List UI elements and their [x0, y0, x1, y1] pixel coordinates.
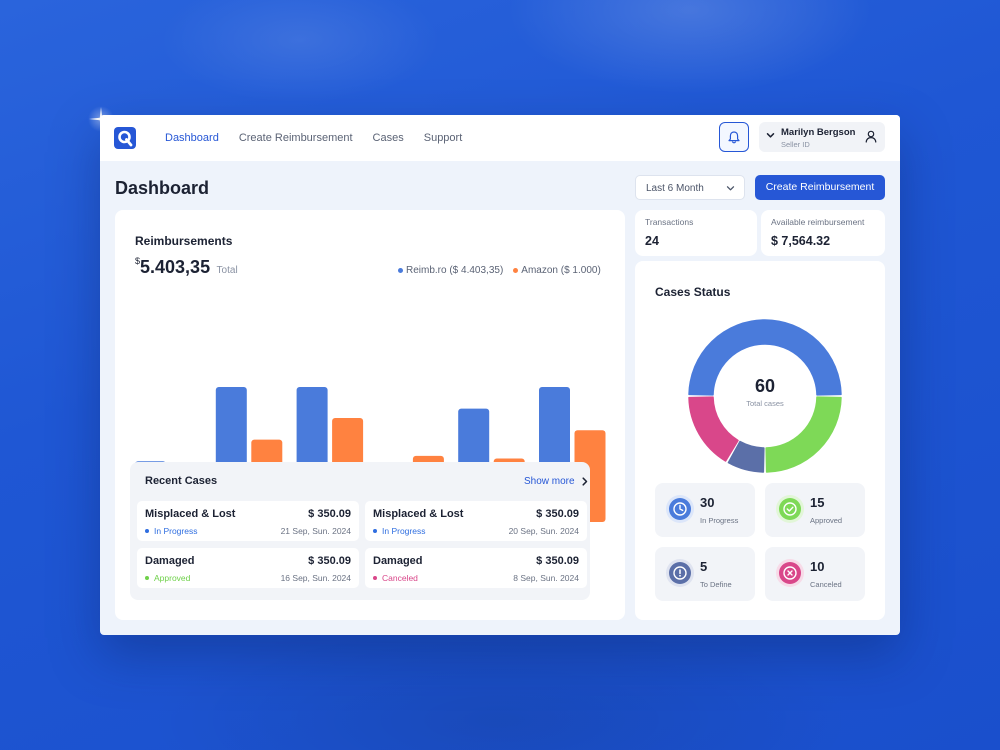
tile-label: Approved [810, 516, 843, 525]
case-name: Damaged [145, 555, 195, 567]
user-role: Seller ID [781, 140, 810, 149]
show-more-label: Show more [524, 476, 575, 487]
cancel-icon [776, 559, 804, 587]
cases-status-card: Cases Status 60 Total cases 30 In Progre… [635, 261, 885, 620]
reimbursements-title: Reimbursements [135, 234, 233, 248]
tile-label: In Progress [700, 516, 739, 525]
chevron-down-icon [726, 186, 735, 191]
case-name: Misplaced & Lost [145, 508, 236, 520]
status-tile-to-define[interactable]: 5 To Define [655, 547, 755, 601]
case-amount: $ 350.09 [536, 555, 579, 567]
total-currency: $ [135, 256, 141, 266]
bell-icon [728, 130, 740, 143]
legend-item-amazon: Amazon ($ 1.000) [513, 265, 601, 276]
available-reimbursement-card: Available reimbursement $ 7,564.32 [761, 210, 885, 256]
nav-create-reimbursement[interactable]: Create Reimbursement [238, 132, 353, 144]
nav-cases[interactable]: Cases [372, 132, 404, 144]
legend-dot [513, 268, 519, 273]
case-name: Misplaced & Lost [373, 508, 464, 520]
case-name: Damaged [373, 555, 423, 567]
cases-status-donut-chart [688, 319, 842, 473]
top-navbar: Dashboard Create Reimbursement Cases Sup… [100, 115, 900, 161]
available-reimbursement-label: Available reimbursement [771, 217, 865, 227]
recent-case-item[interactable]: Misplaced & Lost $ 350.09 In Progress 20… [365, 501, 587, 541]
tile-count: 15 [810, 495, 825, 510]
status-dot [145, 576, 149, 580]
transactions-card: Transactions 24 [635, 210, 757, 256]
chevron-down-icon [766, 133, 775, 138]
clock-icon [666, 495, 694, 523]
user-name: Marilyn Bergson [781, 127, 856, 138]
user-menu[interactable]: Marilyn Bergson Seller ID [759, 122, 885, 152]
transactions-label: Transactions [645, 217, 694, 227]
chevron-right-icon [582, 477, 587, 486]
brand-logo-icon[interactable] [114, 127, 136, 149]
show-more-link[interactable]: Show more [524, 476, 588, 487]
transactions-value: 24 [645, 234, 659, 248]
tile-count: 5 [700, 559, 708, 574]
case-status: In Progress [145, 526, 197, 536]
cases-status-title: Cases Status [655, 285, 731, 299]
case-status-label: In Progress [154, 526, 198, 536]
status-dot [145, 529, 149, 533]
case-amount: $ 350.09 [308, 508, 351, 520]
main-nav: Dashboard Create Reimbursement Cases Sup… [165, 132, 462, 144]
case-date: 21 Sep, Sun. 2024 [280, 526, 351, 536]
legend-item-reimb: Reimb.ro ($ 4.403,35) [398, 265, 503, 276]
donut-center: 60 Total cases [685, 376, 845, 408]
status-dot [373, 576, 377, 580]
donut-slice-canceled[interactable] [688, 396, 739, 462]
case-date: 8 Sep, Sun. 2024 [513, 573, 579, 583]
tile-label: Canceled [810, 580, 842, 589]
case-date: 20 Sep, Sun. 2024 [508, 526, 579, 536]
dashboard-window: Dashboard Create Reimbursement Cases Sup… [100, 115, 900, 635]
recent-cases-panel: Recent Cases Show more Misplaced & Lost … [130, 462, 590, 600]
check-icon [776, 495, 804, 523]
legend-label: Amazon ($ 1.000) [521, 265, 601, 276]
donut-slice-approved[interactable] [765, 396, 842, 473]
total-amount: 5.403,35 [140, 257, 211, 277]
page-title: Dashboard [115, 178, 210, 198]
user-icon [865, 130, 877, 143]
case-status-label: In Progress [382, 526, 426, 536]
alert-icon [666, 559, 694, 587]
create-reimbursement-button[interactable]: Create Reimbursement [755, 175, 885, 200]
total-cases-label: Total cases [746, 399, 784, 408]
total-label: Total [216, 265, 238, 276]
legend-label: Reimb.ro ($ 4.403,35) [406, 265, 504, 276]
status-tile-canceled[interactable]: 10 Canceled [765, 547, 865, 601]
recent-cases-title: Recent Cases [145, 475, 218, 487]
recent-case-item[interactable]: Damaged $ 350.09 Approved 16 Sep, Sun. 2… [137, 548, 359, 588]
legend-dot [398, 268, 403, 273]
recent-case-item[interactable]: Misplaced & Lost $ 350.09 In Progress 21… [137, 501, 359, 541]
tile-count: 30 [700, 495, 715, 510]
case-amount: $ 350.09 [536, 508, 579, 520]
case-date: 16 Sep, Sun. 2024 [280, 573, 351, 583]
chart-legend: Reimb.ro ($ 4.403,35) Amazon ($ 1.000) [398, 265, 601, 276]
status-dot [373, 529, 377, 533]
notifications-button[interactable] [719, 122, 749, 152]
case-amount: $ 350.09 [308, 555, 351, 567]
case-status: In Progress [373, 526, 425, 536]
tile-label: To Define [700, 580, 732, 589]
case-status-label: Canceled [382, 573, 418, 583]
reimbursements-total: $5.403,35 Total [135, 256, 238, 278]
total-cases-value: 60 [754, 376, 776, 396]
recent-case-item[interactable]: Damaged $ 350.09 Canceled 8 Sep, Sun. 20… [365, 548, 587, 588]
nav-dashboard[interactable]: Dashboard [165, 132, 219, 144]
case-status-label: Approved [154, 573, 191, 583]
donut-slice-in-progress[interactable] [688, 319, 842, 396]
status-tile-in-progress[interactable]: 30 In Progress [655, 483, 755, 537]
case-status: Approved [145, 573, 190, 583]
period-select[interactable]: Last 6 Month [635, 175, 745, 200]
tile-count: 10 [810, 559, 825, 574]
period-select-value: Last 6 Month [646, 183, 704, 194]
status-tile-approved[interactable]: 15 Approved [765, 483, 865, 537]
donut-slice-to-define[interactable] [727, 440, 765, 473]
case-status: Canceled [373, 573, 418, 583]
nav-support[interactable]: Support [423, 132, 463, 144]
available-reimbursement-value: $ 7,564.32 [771, 234, 831, 248]
